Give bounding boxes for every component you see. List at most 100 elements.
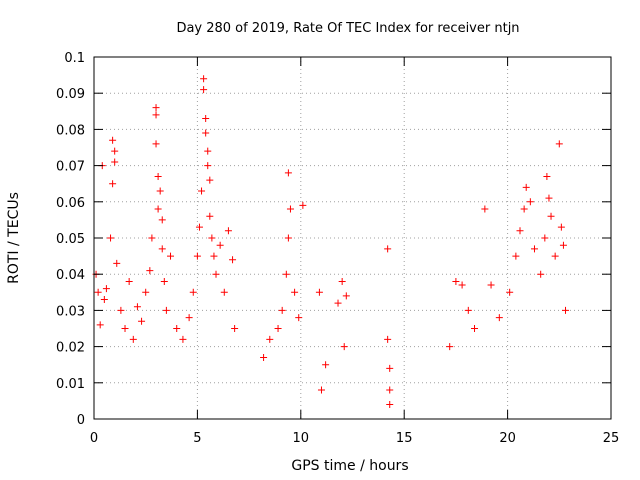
data-point xyxy=(338,277,346,285)
data-point xyxy=(148,234,156,242)
x-tick-label: 0 xyxy=(90,431,98,446)
chart-title: Day 280 of 2019, Rate Of TEC Index for r… xyxy=(176,21,519,36)
data-point xyxy=(158,245,166,253)
x-tick-label: 15 xyxy=(396,431,413,446)
data-point xyxy=(278,306,286,314)
data-point xyxy=(94,288,102,296)
x-axis-title: GPS time / hours xyxy=(291,458,408,474)
data-point xyxy=(266,335,274,343)
data-point xyxy=(167,252,175,260)
data-point xyxy=(212,270,220,278)
y-tick-label: 0.06 xyxy=(56,196,85,211)
data-point xyxy=(286,205,294,213)
y-tick-label: 0.08 xyxy=(56,123,85,138)
data-point xyxy=(193,252,201,260)
data-point xyxy=(322,361,330,369)
data-point xyxy=(210,252,218,260)
data-point xyxy=(121,325,129,332)
data-point xyxy=(557,223,565,231)
data-point xyxy=(291,288,299,296)
data-point xyxy=(386,364,394,372)
data-point xyxy=(117,306,125,314)
data-point xyxy=(206,212,214,220)
data-point xyxy=(109,180,117,188)
data-point xyxy=(107,234,115,242)
data-point xyxy=(260,353,268,361)
data-point xyxy=(471,325,479,332)
data-point xyxy=(551,252,559,260)
data-point xyxy=(464,306,472,314)
data-point xyxy=(216,241,224,249)
data-point xyxy=(522,183,530,191)
data-point xyxy=(146,267,154,275)
data-point xyxy=(111,158,119,166)
data-point xyxy=(384,335,392,343)
data-point xyxy=(386,401,394,409)
x-tick-label: 5 xyxy=(193,431,201,446)
data-point xyxy=(160,277,168,285)
y-tick-labels: 0 0.01 0.02 0.03 0.04 0.05 0.06 0.07 0.08 0.09 0.1 xyxy=(56,51,85,428)
data-point xyxy=(202,115,210,123)
x-tick-labels: 0 5 10 15 20 25 xyxy=(90,431,619,446)
data-point xyxy=(129,335,137,343)
data-point xyxy=(284,234,292,242)
data-point xyxy=(189,288,197,296)
data-point xyxy=(562,306,570,314)
data-point xyxy=(274,325,282,332)
y-tick-label: 0.02 xyxy=(56,341,85,356)
y-tick-label: 0.04 xyxy=(56,268,85,283)
data-point xyxy=(284,169,292,177)
x-tick-label: 25 xyxy=(603,431,620,446)
y-tick-label: 0.1 xyxy=(64,51,85,66)
data-point xyxy=(231,325,239,332)
data-point xyxy=(299,201,307,209)
data-point xyxy=(512,252,520,260)
y-tick-label: 0.01 xyxy=(56,377,85,392)
data-point xyxy=(206,176,214,184)
data-point xyxy=(220,288,228,296)
data-point xyxy=(487,281,495,289)
data-point xyxy=(208,234,216,242)
data-point xyxy=(516,227,524,235)
data-point xyxy=(179,335,187,343)
data-point xyxy=(537,270,545,278)
data-point xyxy=(173,325,181,332)
data-point xyxy=(282,270,290,278)
data-point xyxy=(133,303,141,311)
data-point xyxy=(204,162,212,170)
data-point xyxy=(156,187,164,195)
data-point xyxy=(446,343,454,351)
y-tick-label: 0.03 xyxy=(56,304,85,319)
data-point xyxy=(162,306,170,314)
data-point xyxy=(113,259,121,267)
data-point xyxy=(202,129,210,137)
data-point xyxy=(559,241,567,249)
data-point xyxy=(154,205,162,213)
data-point xyxy=(198,187,206,195)
data-point xyxy=(185,314,193,322)
data-point xyxy=(530,245,538,253)
data-point xyxy=(386,386,394,394)
ticks-layer xyxy=(93,56,612,420)
data-point xyxy=(152,140,160,148)
data-point xyxy=(125,277,133,285)
data-point xyxy=(334,299,342,307)
data-point xyxy=(200,75,208,83)
data-point xyxy=(520,205,528,213)
data-point xyxy=(506,288,514,296)
y-tick-label: 0.05 xyxy=(56,232,85,247)
data-point xyxy=(458,281,466,289)
data-point xyxy=(481,205,489,213)
data-point xyxy=(158,216,166,224)
data-point xyxy=(547,212,555,220)
data-point xyxy=(102,285,110,293)
data-point xyxy=(340,343,348,351)
data-point xyxy=(152,104,160,112)
data-point xyxy=(109,136,117,144)
data-point xyxy=(100,296,108,304)
data-point xyxy=(543,172,551,180)
data-point xyxy=(152,111,160,119)
data-points-layer xyxy=(92,75,570,409)
plot-frame xyxy=(93,56,612,420)
